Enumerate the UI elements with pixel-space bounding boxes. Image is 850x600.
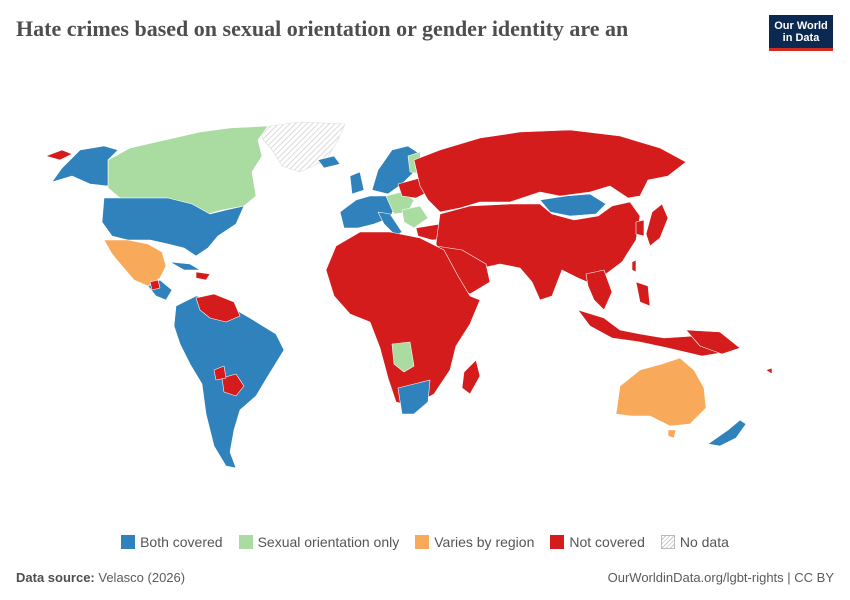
region-uk[interactable] xyxy=(349,171,365,195)
region-usa[interactable] xyxy=(101,197,245,257)
region-balkans[interactable] xyxy=(401,205,429,229)
legend-label-both: Both covered xyxy=(140,534,223,550)
data-source: Data source: Velasco (2026) xyxy=(16,570,185,585)
legend-swatch-not-covered xyxy=(550,535,565,549)
chart-title: Hate crimes based on sexual orientation … xyxy=(16,16,629,41)
logo-line-2: in Data xyxy=(782,32,820,44)
region-angola-zambia[interactable] xyxy=(391,341,415,373)
region-korea[interactable] xyxy=(635,219,645,237)
region-japan[interactable] xyxy=(645,203,669,247)
legend: Both covered Sexual orientation only Var… xyxy=(0,532,850,552)
legend-item-not-covered[interactable]: Not covered xyxy=(550,534,645,550)
region-chukotka[interactable] xyxy=(45,149,73,161)
legend-item-both[interactable]: Both covered xyxy=(121,534,223,550)
legend-item-varies[interactable]: Varies by region xyxy=(415,534,534,550)
legend-swatch-varies xyxy=(415,535,430,549)
region-new-zealand[interactable] xyxy=(707,419,747,447)
region-philippines[interactable] xyxy=(635,281,651,307)
region-indochina[interactable] xyxy=(585,269,613,311)
legend-item-sexual-orientation-only[interactable]: Sexual orientation only xyxy=(238,534,400,550)
legend-item-no-data[interactable]: No data xyxy=(660,534,729,550)
region-russia[interactable] xyxy=(413,129,687,213)
data-source-value[interactable]: Velasco (2026) xyxy=(98,570,186,585)
owid-logo[interactable]: Our World in Data xyxy=(769,15,833,51)
region-africa[interactable] xyxy=(325,231,481,407)
region-central-europe[interactable] xyxy=(385,191,415,215)
legend-swatch-both xyxy=(121,535,136,549)
region-australia[interactable] xyxy=(615,357,707,427)
legend-label-sexual-orientation-only: Sexual orientation only xyxy=(257,534,400,550)
logo-line-1: Our World xyxy=(774,20,828,32)
region-cuba[interactable] xyxy=(169,261,201,271)
data-source-label: Data source: xyxy=(16,570,95,585)
legend-label-not-covered: Not covered xyxy=(569,534,645,550)
region-taiwan[interactable] xyxy=(631,259,637,273)
region-mexico[interactable] xyxy=(103,239,167,287)
region-paraguay[interactable] xyxy=(221,373,245,397)
region-guatemala[interactable] xyxy=(149,279,161,291)
region-venezuela[interactable] xyxy=(195,293,241,323)
license-link[interactable]: OurWorldinData.org/lgbt-rights | CC BY xyxy=(607,570,834,585)
region-alaska[interactable] xyxy=(51,145,119,187)
region-mongolia[interactable] xyxy=(539,193,607,217)
legend-label-no-data: No data xyxy=(679,534,729,550)
region-tasmania[interactable] xyxy=(667,429,677,439)
world-map[interactable] xyxy=(0,110,850,480)
region-bolivia-south[interactable] xyxy=(213,365,227,381)
legend-label-varies: Varies by region xyxy=(434,534,535,550)
region-madagascar[interactable] xyxy=(461,359,481,395)
region-south-africa[interactable] xyxy=(397,379,431,415)
region-iceland[interactable] xyxy=(317,155,341,169)
legend-swatch-no-data xyxy=(660,535,675,549)
region-pacific-islands[interactable] xyxy=(765,367,773,375)
region-png[interactable] xyxy=(685,329,741,355)
region-hispaniola[interactable] xyxy=(195,271,211,281)
legend-swatch-sexual-orientation-only xyxy=(238,535,253,549)
